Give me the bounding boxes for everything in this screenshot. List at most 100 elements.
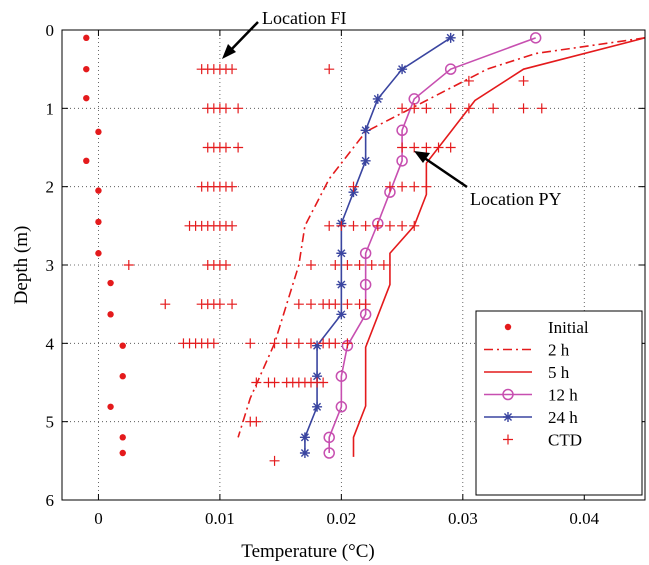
data-point-ctd	[293, 299, 304, 310]
data-point-ctd	[366, 260, 377, 270]
legend-item-h12: 12 h	[484, 386, 578, 405]
data-point-ctd	[397, 220, 408, 231]
data-point-ctd	[269, 455, 280, 466]
data-point-h24	[312, 371, 323, 382]
data-point-ctd	[409, 220, 420, 231]
series-initial	[83, 34, 126, 457]
legend-item-ctd: CTD	[503, 431, 582, 450]
data-point-initial	[95, 218, 102, 226]
data-point-ctd	[488, 103, 499, 114]
x-axis-label: Temperature (°C)	[241, 541, 374, 562]
y-tick-label: 2	[46, 178, 55, 197]
annotation-arrowhead-fi	[222, 44, 236, 59]
data-point-ctd	[305, 299, 316, 310]
data-point-h24	[312, 340, 323, 351]
data-point-h12	[359, 247, 372, 259]
data-point-ctd	[281, 338, 292, 349]
series-h5	[352, 37, 645, 457]
data-point-ctd	[220, 103, 231, 114]
legend: Initial 2 h 5 h 12 h 24 h CTD	[475, 310, 643, 496]
data-point-h12	[529, 32, 542, 44]
data-point-ctd	[342, 299, 353, 310]
data-point-ctd	[245, 338, 256, 349]
data-point-initial	[119, 373, 126, 380]
legend-label-ctd: CTD	[548, 431, 582, 450]
data-point-initial	[83, 34, 90, 42]
data-point-ctd	[220, 260, 231, 270]
data-point-ctd	[384, 181, 395, 192]
data-point-ctd	[354, 260, 365, 270]
y-tick-label: 4	[46, 334, 55, 353]
series-line-h2	[237, 37, 645, 438]
legend-label-h5: 5 h	[548, 363, 570, 382]
data-point-ctd	[330, 260, 341, 270]
data-point-ctd	[409, 181, 420, 192]
data-point-ctd	[463, 75, 474, 86]
annotation-arrowhead-py	[414, 151, 430, 163]
data-point-ctd	[397, 181, 408, 192]
y-tick-label: 1	[46, 99, 55, 118]
data-point-initial	[95, 187, 102, 194]
y-axis-label: Depth (m)	[11, 226, 32, 305]
data-point-ctd	[324, 64, 335, 75]
data-point-ctd	[360, 299, 371, 310]
data-point-ctd	[233, 142, 244, 153]
data-point-ctd	[330, 338, 341, 349]
data-point-ctd	[518, 75, 529, 86]
data-point-ctd	[318, 377, 329, 388]
x-tick-label: 0.04	[569, 509, 599, 528]
data-point-ctd	[384, 220, 395, 231]
data-point-ctd	[227, 220, 238, 231]
data-point-ctd	[160, 299, 171, 310]
series-ctd	[123, 64, 547, 466]
data-point-h24	[312, 401, 323, 412]
data-point-ctd	[214, 299, 225, 310]
data-point-ctd	[305, 260, 316, 270]
series-layer	[83, 32, 645, 466]
data-point-h12	[359, 278, 372, 291]
annotation-location-fi: Location FI	[262, 8, 346, 28]
legend-items: Initial 2 h 5 h 12 h 24 h CTD	[484, 318, 589, 450]
y-tick-label: 5	[46, 413, 55, 432]
data-point-h12	[323, 447, 335, 459]
y-tick-label: 0	[46, 21, 55, 40]
data-point-ctd	[397, 103, 408, 114]
data-point-h24	[336, 248, 347, 259]
annotation-location-py: Location PY	[470, 189, 562, 209]
data-point-h24	[372, 93, 383, 104]
data-point-h24	[397, 64, 408, 75]
data-point-ctd	[463, 103, 474, 114]
data-point-ctd	[421, 142, 432, 153]
series-h2	[237, 37, 645, 438]
series-line-h12	[328, 37, 536, 453]
data-point-h24	[299, 448, 310, 458]
data-point-ctd	[251, 416, 262, 427]
data-point-ctd	[330, 299, 341, 310]
data-point-h24	[360, 155, 371, 166]
legend-label-initial: Initial	[548, 318, 589, 337]
annotation-arrow-py	[419, 153, 468, 189]
data-point-ctd	[409, 103, 420, 114]
data-point-h12	[396, 155, 408, 167]
data-point-h12	[335, 401, 348, 413]
data-point-h12	[359, 308, 372, 321]
data-point-ctd	[445, 142, 456, 153]
data-point-ctd	[409, 142, 420, 153]
x-tick-label: 0	[94, 509, 103, 528]
data-point-ctd	[293, 338, 304, 349]
annotations: Location FI Location PY	[222, 8, 562, 209]
data-point-h24	[336, 279, 347, 290]
data-point-ctd	[269, 377, 280, 388]
data-point-ctd	[348, 220, 359, 231]
legend-marker-initial	[504, 323, 512, 331]
data-point-initial	[95, 128, 102, 136]
data-point-ctd	[324, 220, 335, 231]
data-point-ctd	[378, 260, 389, 270]
data-point-ctd	[233, 103, 244, 114]
legend-marker-ctd	[503, 434, 513, 445]
data-point-initial	[83, 94, 90, 102]
data-point-initial	[119, 449, 126, 457]
data-point-h12	[335, 370, 348, 382]
data-point-ctd	[348, 181, 359, 192]
